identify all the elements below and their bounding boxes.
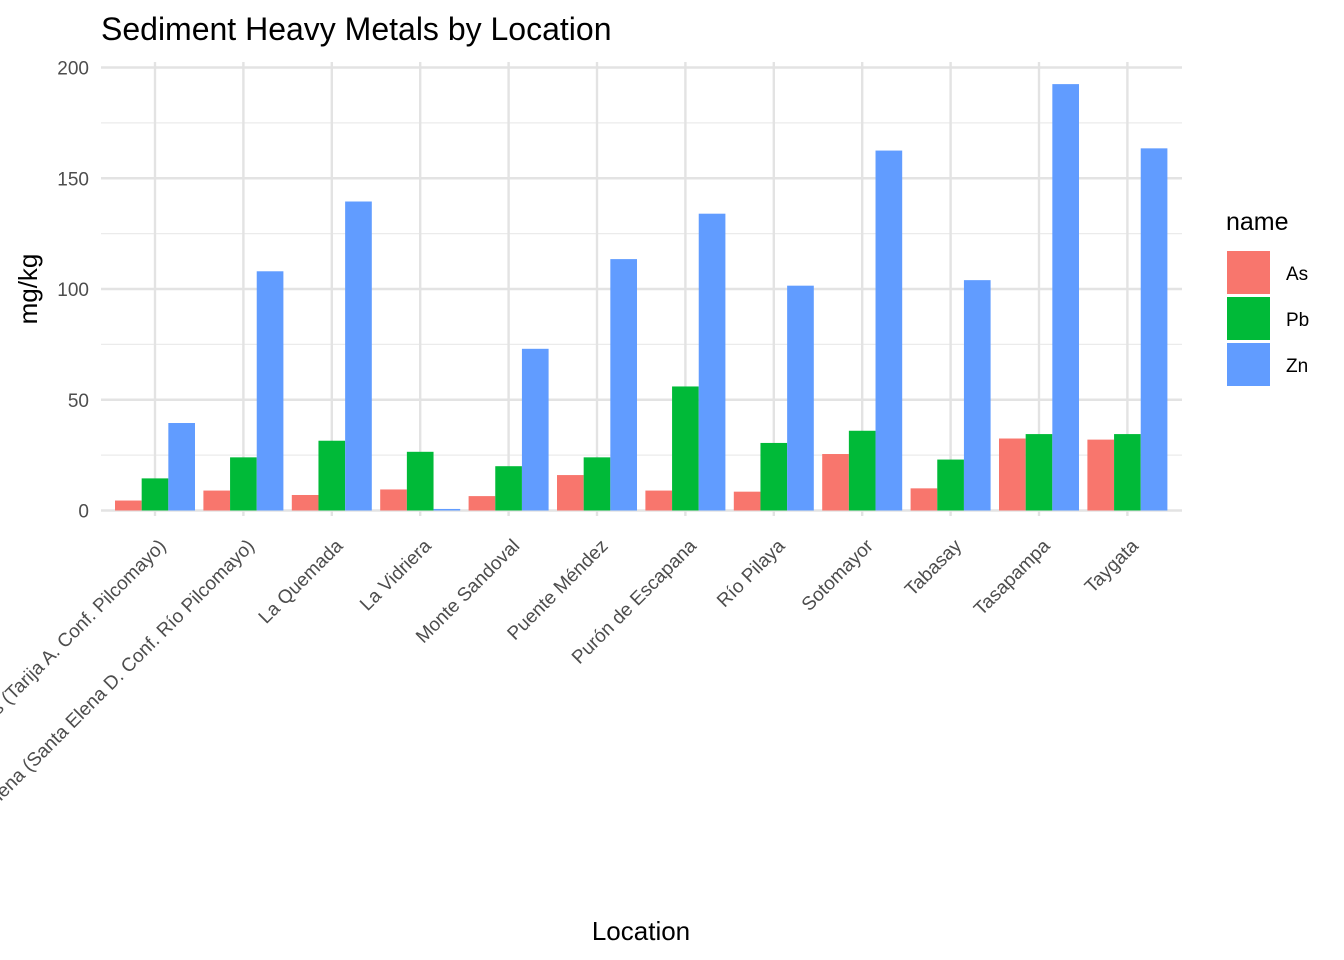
y-tick-label: 150 [57, 169, 89, 190]
x-tick-label: La Quemada [255, 535, 348, 628]
x-axis-title: Location [592, 916, 690, 946]
bar-pb [583, 457, 611, 511]
bar-as [557, 475, 584, 511]
bar-as [645, 490, 673, 511]
bar-as [291, 494, 319, 511]
bar-as [910, 488, 938, 511]
bar-pb [141, 478, 169, 511]
x-tick-label: La Vidriera [356, 535, 436, 615]
x-tick-label: Taygata [1081, 535, 1143, 597]
y-tick-labels: 0 50 100 150 200 [57, 59, 89, 523]
bar-pb [1025, 434, 1053, 511]
chart-title: Sediment Heavy Metals by Location [101, 11, 611, 47]
bar-as [999, 438, 1026, 511]
bar-as [468, 496, 496, 511]
bar-zn [433, 508, 461, 511]
x-tick-label: Río Pilaya [713, 535, 789, 611]
x-tick-label: Sotomayor [798, 535, 878, 615]
bar-pb [1114, 434, 1141, 511]
bar-pb [937, 459, 964, 511]
bar-zn [168, 423, 195, 511]
x-tick-label: Tasapampa [970, 535, 1055, 620]
bars [115, 84, 1168, 511]
legend-title: name [1226, 208, 1289, 236]
bar-as [115, 500, 142, 511]
legend-label: Zn [1286, 356, 1308, 377]
bar-as [380, 489, 407, 511]
bar-pb [495, 466, 522, 511]
y-tick-label: 100 [57, 280, 89, 301]
bar-as [733, 491, 761, 511]
legend-key-as [1227, 251, 1270, 294]
x-tick-labels: Villa Montes (Tarija A. Conf. Pilcomayo)… [0, 535, 1143, 853]
bar-zn [698, 213, 726, 511]
y-tick-label: 0 [78, 502, 89, 523]
legend: name As Pb Zn [1226, 208, 1309, 386]
bar-zn [963, 280, 991, 511]
bar-pb [848, 430, 876, 511]
bar-as [822, 454, 849, 511]
bar-zn [1140, 148, 1168, 511]
y-tick-label: 50 [68, 391, 89, 412]
bar-zn [875, 150, 903, 511]
legend-key-zn [1227, 343, 1270, 386]
bar-pb [760, 442, 788, 511]
y-axis-title: mg/kg [13, 254, 43, 325]
bar-zn [256, 271, 284, 511]
bar-pb [672, 386, 699, 511]
bar-zn [345, 201, 372, 511]
x-tick-label: Tabasay [901, 535, 966, 600]
legend-label: As [1286, 264, 1308, 285]
bar-zn [610, 259, 637, 511]
bar-zn [521, 348, 549, 511]
bar-pb [318, 440, 346, 511]
bar-pb [230, 457, 257, 511]
bar-as [1087, 439, 1115, 511]
y-tick-label: 200 [57, 59, 89, 80]
bar-zn [787, 285, 814, 511]
legend-key-pb [1227, 297, 1270, 340]
bar-pb [406, 451, 434, 511]
bar-zn [1052, 84, 1079, 511]
legend-label: Pb [1286, 310, 1309, 331]
bar-as [203, 490, 231, 511]
